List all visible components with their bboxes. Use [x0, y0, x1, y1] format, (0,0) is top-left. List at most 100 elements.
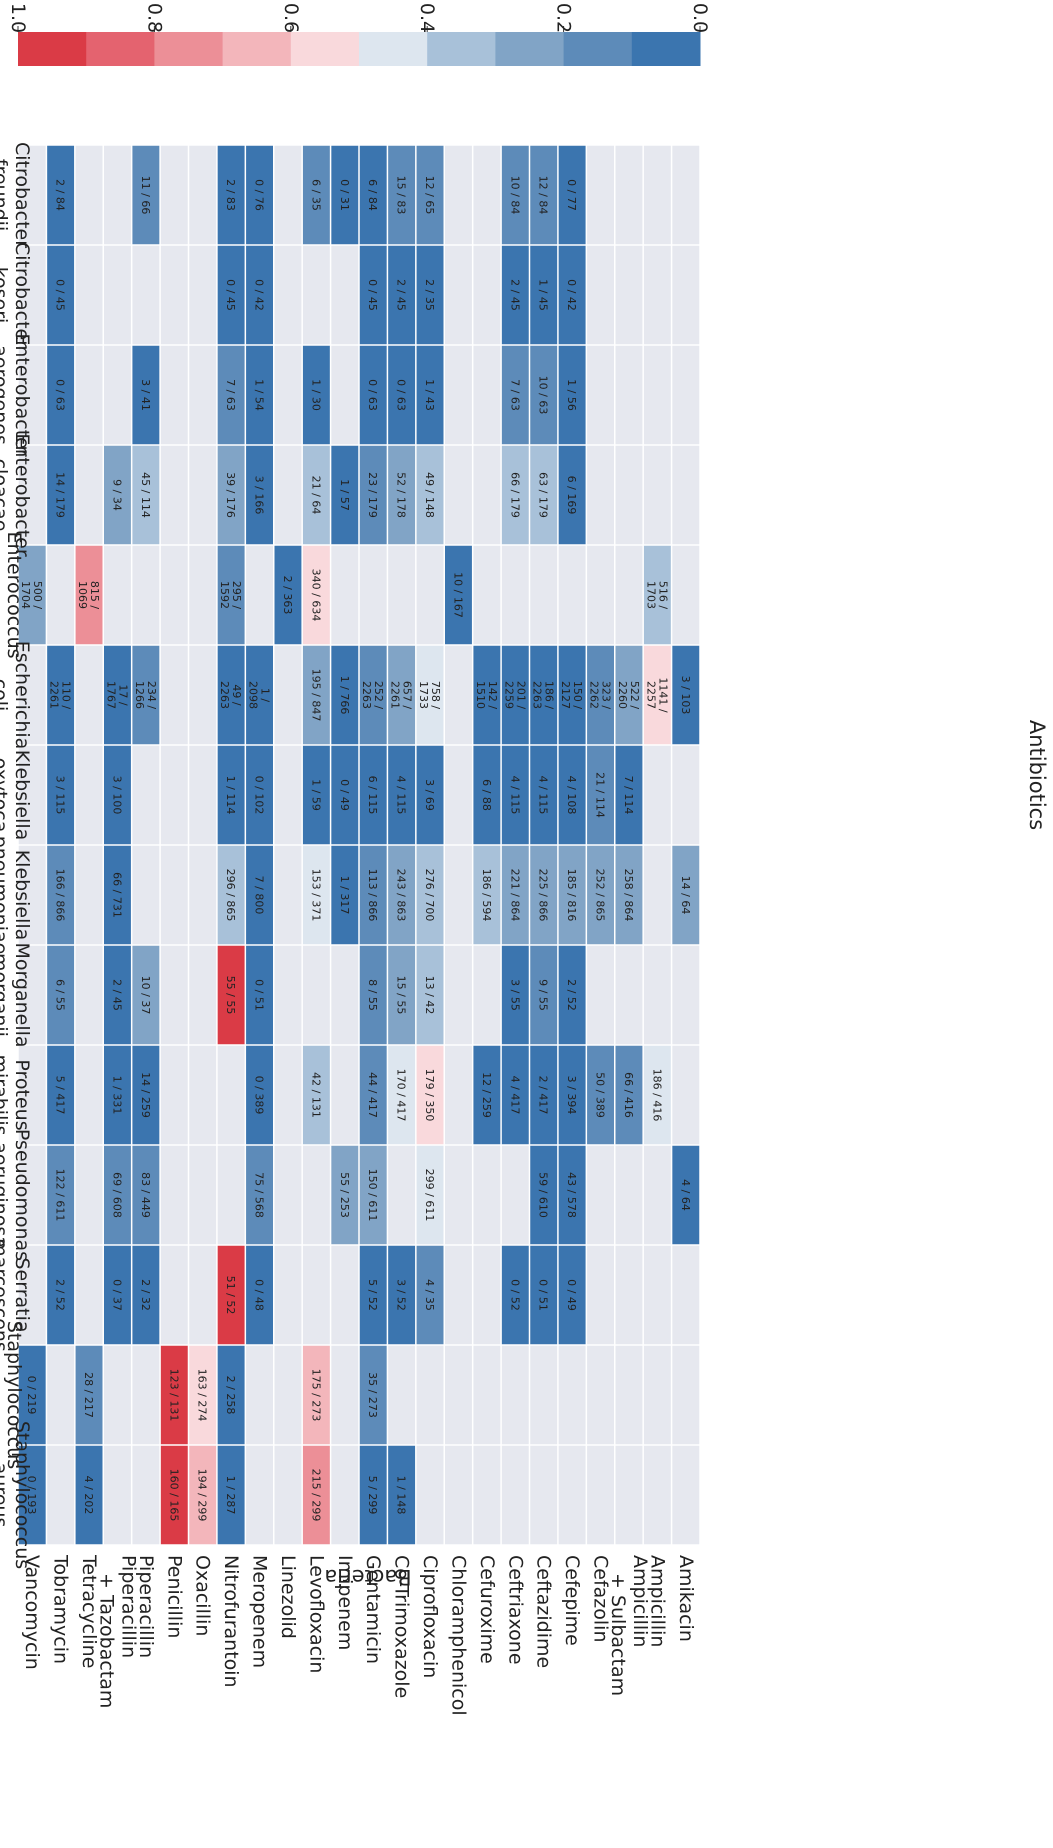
- cell-value-label: 52 / 178: [395, 472, 408, 518]
- heatmap-cell: [132, 1145, 160, 1245]
- heatmap-cell-empty: [75, 1145, 103, 1245]
- colorbar-swatch: [427, 32, 496, 66]
- heatmap-cell: [530, 745, 558, 845]
- heatmap-cell-empty: [615, 945, 643, 1045]
- heatmap-cell-empty: [47, 1445, 75, 1545]
- antibiotic-label: Ceftriaxone: [504, 1555, 526, 1665]
- cell-value-label: 3 / 394: [565, 1076, 578, 1115]
- heatmap-cell: [47, 845, 75, 945]
- cell-value-label: 5 / 417: [54, 1076, 67, 1115]
- heatmap-cell-empty: [331, 545, 359, 645]
- heatmap-cell: [416, 745, 444, 845]
- colorbar-swatch: [222, 32, 292, 66]
- cell-value-label: 0 / 45: [366, 279, 379, 311]
- heatmap-cell: [388, 445, 416, 545]
- heatmap-cell: [388, 1445, 416, 1545]
- cell-value-label: 0 / 49: [338, 779, 351, 811]
- cell-value-label: 7 / 800: [253, 876, 266, 915]
- heatmap-cell: [388, 1045, 416, 1145]
- heatmap-cell: [47, 1045, 75, 1145]
- heatmap-cell-empty: [104, 345, 131, 445]
- heatmap-cell-empty: [445, 745, 472, 845]
- heatmap-cell: [274, 545, 302, 645]
- heatmap-cell: [359, 945, 387, 1045]
- heatmap-cell: [47, 1145, 75, 1245]
- cell-value-label: 83 / 449: [139, 1172, 152, 1218]
- heatmap-cell: [359, 1245, 387, 1345]
- heatmap-cell: [530, 1245, 558, 1345]
- heatmap-cell-empty: [643, 1345, 671, 1445]
- heatmap-cell: [132, 345, 160, 445]
- heatmap-cell: [246, 345, 273, 445]
- heatmap-cell-empty: [18, 145, 46, 245]
- heatmap-cell-empty: [615, 545, 643, 645]
- heatmap-cell-empty: [445, 1145, 472, 1245]
- cell-value-label: 0 / 31: [338, 179, 351, 211]
- heatmap-cell-empty: [331, 1445, 359, 1545]
- heatmap-cell: [530, 845, 558, 945]
- cell-value-label: 221 / 864: [508, 869, 521, 922]
- cell-value-label: 2 / 32: [139, 1279, 152, 1311]
- cell-value-label: 3 / 55: [508, 979, 521, 1011]
- heatmap-cell: [18, 1345, 46, 1445]
- heatmap-cell-empty: [558, 1445, 586, 1545]
- heatmap-cell: [246, 1045, 273, 1145]
- cell-value-label: 0 / 37: [110, 1279, 123, 1311]
- heatmap-cell: [217, 1445, 245, 1545]
- cell-value-label: 9 / 34: [110, 479, 123, 511]
- colorbar-tick-label: 0.8: [143, 3, 165, 33]
- heatmap-cell: [416, 1045, 444, 1145]
- heatmap-cell: [302, 145, 330, 245]
- heatmap-cell: [18, 1445, 46, 1545]
- cell-value-label: 10 / 167: [451, 572, 464, 618]
- heatmap-cell-empty: [274, 1245, 302, 1345]
- heatmap-cell-empty: [18, 445, 46, 545]
- heatmap-cell: [217, 645, 245, 745]
- heatmap-cell: [217, 545, 245, 645]
- heatmap-cell-empty: [75, 345, 103, 445]
- cell-value-label: 175 / 273: [309, 1369, 322, 1422]
- cell-value-label: 1 / 317: [338, 876, 351, 915]
- heatmap-cell-empty: [18, 945, 46, 1045]
- heatmap-cell: [302, 745, 330, 845]
- heatmap-cell: [359, 1145, 387, 1245]
- heatmap-cell: [388, 245, 416, 345]
- cell-value-label: 7 / 114: [622, 776, 635, 815]
- heatmap-cell-empty: [530, 1445, 558, 1545]
- cell-value-label: 55 / 55: [224, 976, 237, 1015]
- heatmap-cell: [530, 645, 558, 745]
- cell-value-label: 42 / 131: [309, 1072, 322, 1118]
- heatmap-cell: [302, 445, 330, 545]
- heatmap-cell: [359, 745, 387, 845]
- heatmap-cell-empty: [189, 245, 217, 345]
- heatmap-cell: [615, 745, 643, 845]
- cell-value-label: 1 / 54: [253, 379, 266, 411]
- heatmap-cell: [331, 445, 359, 545]
- heatmap-cell: [302, 1445, 330, 1545]
- bacteria-label: Klebsiellaoxytoca: [0, 750, 33, 841]
- heatmap-cell: [246, 845, 273, 945]
- heatmap-cell: [530, 1145, 558, 1245]
- cell-value-label: 243 / 863: [395, 869, 408, 922]
- cell-value-label: 3 / 52: [395, 1279, 408, 1311]
- cell-value-label: 12 / 65: [423, 176, 436, 215]
- heatmap-cell-empty: [587, 245, 614, 345]
- antibiotic-label: Nitrofurantoin: [220, 1555, 242, 1688]
- heatmap-cell-empty: [331, 1045, 359, 1145]
- heatmap-cell: [473, 745, 501, 845]
- heatmap-cell: [416, 145, 444, 245]
- heatmap-cell: [501, 445, 529, 545]
- cell-value-label: 225 / 866: [537, 869, 550, 922]
- antibiotic-label: Amikacin: [675, 1555, 697, 1642]
- heatmap-cell-empty: [47, 1345, 75, 1445]
- heatmap-cell-empty: [445, 645, 472, 745]
- cell-value-label: 14 / 64: [679, 876, 692, 915]
- heatmap-cell: [104, 845, 131, 945]
- heatmap-cell-empty: [18, 1045, 46, 1145]
- heatmap-cell: [530, 1045, 558, 1145]
- heatmap-cell-empty: [132, 1345, 160, 1445]
- cell-value-label: 13 / 42: [423, 976, 436, 1015]
- heatmap-cell-empty: [530, 1345, 558, 1445]
- bacteria-label: Enterobacteraerogenes: [0, 333, 33, 456]
- cell-value-label: 43 / 578: [565, 1172, 578, 1218]
